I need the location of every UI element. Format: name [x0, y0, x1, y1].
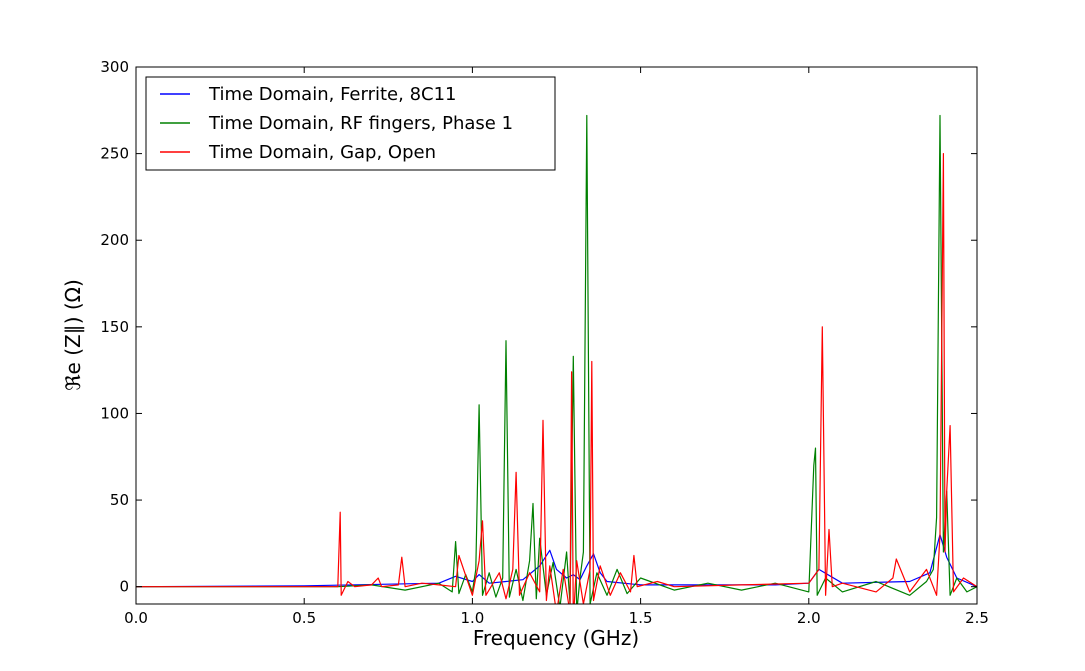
y-tick-label: 0: [119, 578, 129, 596]
x-tick-label: 1.0: [460, 609, 484, 627]
legend-label-1: Time Domain, Ferrite, 8C11: [208, 84, 457, 105]
y-axis-label: ℜe (Z∥) (Ω): [61, 279, 85, 391]
series-layer: [136, 114, 977, 604]
x-axis-label: Frequency (GHz): [473, 626, 639, 650]
x-tick-label: 0.5: [292, 609, 316, 627]
x-tick-label: 2.5: [965, 609, 989, 627]
y-tick-label: 100: [100, 404, 129, 422]
series-line-2: [136, 114, 977, 604]
legend-label-3: Time Domain, Gap, Open: [208, 142, 436, 163]
y-tick-label: 300: [100, 58, 129, 76]
x-tick-label: 0.0: [124, 609, 148, 627]
series-line-3: [136, 153, 977, 604]
plot-frame: [135, 66, 978, 605]
legend-label-2: Time Domain, RF fingers, Phase 1: [208, 113, 513, 134]
y-tick-label: 200: [100, 231, 129, 249]
y-tick-label: 50: [110, 491, 129, 509]
y-tick-label: 150: [100, 318, 129, 336]
x-tick-label: 2.0: [797, 609, 821, 627]
x-tick-label: 1.5: [629, 609, 653, 627]
legend-box: [145, 76, 556, 171]
y-tick-label: 250: [100, 145, 129, 163]
ticks-layer: 0.0 0.5 1.0 1.5 2.0 2.5 0 50 100 150 200 250 300: [100, 58, 989, 627]
legend: Time Domain, Ferrite, 8C11 Time Domain, R…: [145, 76, 556, 171]
series-line-1: [136, 534, 977, 588]
